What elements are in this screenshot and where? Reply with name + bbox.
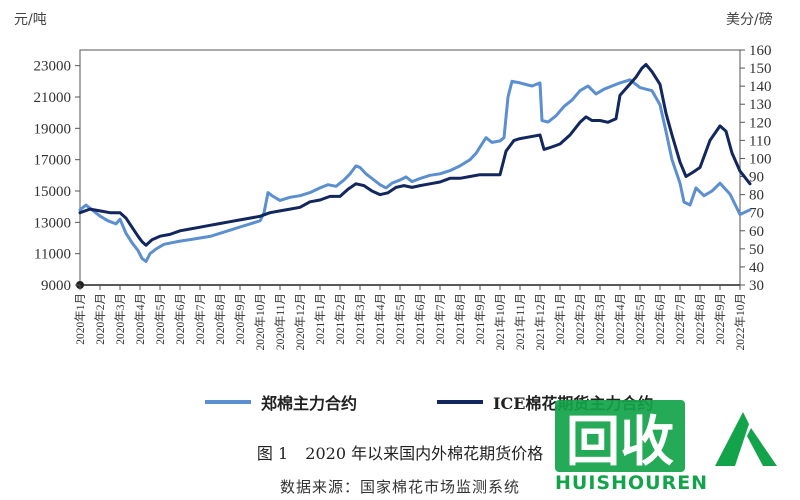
y-right-tick-label: 120 <box>749 115 772 131</box>
watermark-logo: 回收 <box>555 400 685 473</box>
y-left-tick-label: 21000 <box>34 90 72 106</box>
y-left-tick-label: 15000 <box>34 184 72 200</box>
x-tick-label: 2021年2月 <box>333 293 347 345</box>
x-tick-label: 2020年9月 <box>233 293 247 345</box>
y-right-tick-label: 90 <box>749 170 764 186</box>
x-tick-label: 2022年8月 <box>693 293 707 345</box>
x-tick-label: 2021年10月 <box>493 293 507 351</box>
legend-swatch <box>205 400 251 404</box>
plot-frame <box>79 49 741 286</box>
x-tick-label: 2020年12月 <box>293 293 307 351</box>
x-tick-label: 2020年1月 <box>73 293 87 345</box>
x-tick-label: 2020年2月 <box>93 293 107 345</box>
x-tick-label: 2022年1月 <box>553 293 567 345</box>
y-right-tick-label: 50 <box>749 242 764 258</box>
x-tick-label: 2022年7月 <box>673 293 687 345</box>
x-tick-label: 2021年9月 <box>473 293 487 345</box>
x-tick-label: 2021年8月 <box>453 293 467 345</box>
y-right-tick-label: 160 <box>749 43 772 59</box>
x-tick-label: 2021年7月 <box>433 293 447 345</box>
x-tick-label: 2022年9月 <box>713 293 727 345</box>
y-left-tick-label: 17000 <box>34 153 72 169</box>
y-right-tick-label: 40 <box>749 260 764 276</box>
watermark-person-icon <box>715 412 777 466</box>
series-line-ice <box>78 63 752 247</box>
x-tick-label: 2021年3月 <box>353 293 367 345</box>
x-tick-label: 2022年3月 <box>593 293 607 345</box>
y-right-tick-label: 60 <box>749 224 764 240</box>
y-right-tick-label: 150 <box>749 61 772 77</box>
x-tick-label: 2021年1月 <box>313 293 327 345</box>
figure-title: 2020 年以来国内外棉花期货价格 <box>305 444 544 463</box>
y-right-tick-label: 80 <box>749 188 764 204</box>
y-right-tick-label: 100 <box>749 151 772 167</box>
y-right-tick-label: 130 <box>749 97 772 113</box>
price-chart: 9000 11000 13000 15000 17000 19000 21000 23000 3… <box>14 11 773 351</box>
right-axis-unit: 美分/磅 <box>726 11 773 28</box>
y-left-tick-label: 13000 <box>34 215 72 231</box>
x-tick-label: 2022年10月 <box>733 293 747 351</box>
y-right-tick-label: 70 <box>749 206 764 222</box>
series-lines <box>78 63 752 263</box>
x-tick-label: 2022年6月 <box>653 293 667 345</box>
y-left-tick-label: 9000 <box>41 278 71 294</box>
x-tick-label: 2020年7月 <box>193 293 207 345</box>
figure-caption: 图 1 2020 年以来国内外棉花期货价格 <box>0 440 800 464</box>
y-right-tick-label: 110 <box>749 133 771 149</box>
x-tick-label: 2021年5月 <box>393 293 407 345</box>
x-tick-label: 2020年8月 <box>213 293 227 345</box>
axes: 9000 11000 13000 15000 17000 19000 21000 23000 3… <box>34 43 772 351</box>
watermark: 回收 HUISHOUREN <box>555 400 795 495</box>
y-right-tick-label: 30 <box>749 278 764 294</box>
x-tick-label: 2021年12月 <box>533 293 547 351</box>
x-tick-label: 2021年4月 <box>373 293 387 345</box>
legend-item-zhengmian: 郑棉主力合约 <box>205 390 357 414</box>
y-left-tick-label: 19000 <box>34 121 72 137</box>
x-tick-label: 2021年6月 <box>413 293 427 345</box>
legend-swatch <box>437 400 484 404</box>
x-tick-label: 2020年11月 <box>273 293 287 350</box>
x-tick-label: 2022年2月 <box>573 293 587 345</box>
x-tick-label: 2022年4月 <box>613 293 627 345</box>
watermark-text: HUISHOUREN <box>555 472 709 494</box>
plot-area <box>79 49 741 286</box>
y-left-tick-label: 23000 <box>34 59 72 75</box>
y-left-tick-label: 11000 <box>34 247 71 263</box>
legend-label: 郑棉主力合约 <box>261 394 358 413</box>
x-tick-label: 2021年11月 <box>513 293 527 350</box>
data-source: 数据来源：国家棉花市场监测系统 <box>279 478 520 496</box>
x-tick-label: 2020年3月 <box>113 293 127 345</box>
series-line-zhengmian <box>78 78 752 263</box>
figure-number: 图 1 <box>256 444 289 463</box>
x-tick-label: 2020年10月 <box>253 293 267 351</box>
x-tick-label: 2020年5月 <box>153 293 167 345</box>
x-tick-label: 2020年6月 <box>173 293 187 345</box>
x-tick-label: 2022年5月 <box>633 293 647 345</box>
y-right-tick-label: 140 <box>749 79 772 95</box>
x-tick-label: 2020年4月 <box>133 293 147 345</box>
left-axis-unit: 元/吨 <box>14 12 47 28</box>
